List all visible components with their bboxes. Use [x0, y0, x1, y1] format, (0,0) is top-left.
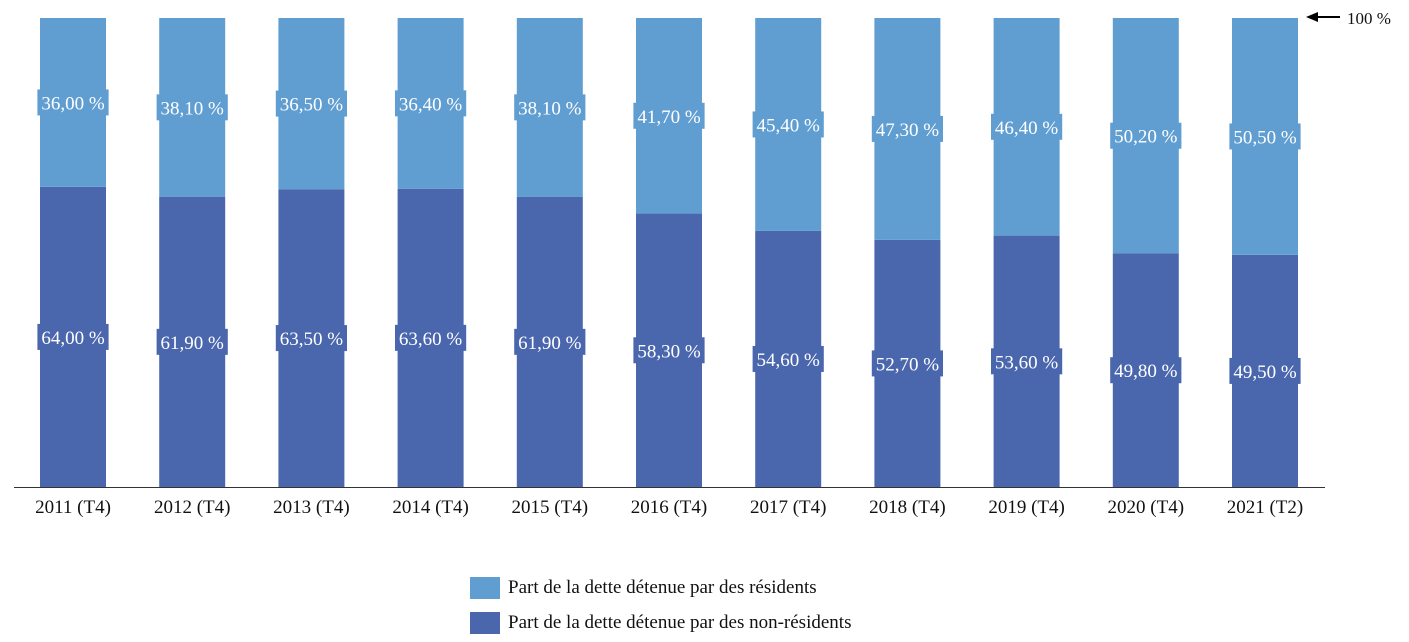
data-label-bg [1229, 357, 1301, 384]
data-label: 45,40 % [757, 115, 821, 136]
data-label: 46,40 % [995, 118, 1059, 139]
legend: Part de la dette détenue par des résiden… [470, 570, 851, 640]
x-tick-label: 2013 (T4) [273, 497, 350, 518]
x-tick-label: 2011 (T4) [35, 497, 111, 518]
data-label-bg [37, 89, 109, 116]
data-label: 36,00 % [41, 93, 105, 114]
data-label-bg [395, 90, 467, 117]
data-label: 61,90 % [161, 333, 225, 354]
x-tick-label: 2018 (T4) [869, 497, 946, 518]
data-label-bg [1229, 123, 1301, 150]
data-label-bg [1110, 122, 1182, 149]
data-label: 49,80 % [1114, 361, 1178, 382]
x-tick-label: 2012 (T4) [154, 497, 231, 518]
data-label-bg [1110, 357, 1182, 384]
legend-label: Part de la dette détenue par des non-rés… [508, 611, 852, 633]
data-label-bg [633, 337, 705, 364]
data-label-bg [752, 111, 824, 138]
data-label: 63,50 % [280, 329, 344, 350]
data-label: 36,40 % [399, 94, 463, 115]
data-label: 54,60 % [757, 350, 821, 371]
data-label: 52,70 % [876, 354, 940, 375]
x-tick-label: 2021 (T2) [1227, 497, 1304, 518]
x-tick-label: 2017 (T4) [750, 497, 827, 518]
data-label: 53,60 % [995, 352, 1059, 373]
x-tick-label: 2020 (T4) [1108, 497, 1185, 518]
data-label-bg [37, 323, 109, 350]
data-label-bg [514, 94, 586, 121]
legend-label: Part de la dette détenue par des résiden… [508, 576, 817, 598]
data-label-bg [991, 348, 1063, 375]
legend-swatch [470, 576, 500, 599]
data-label-bg [871, 350, 943, 377]
data-label: 64,00 % [41, 328, 105, 349]
stacked-bar-chart: 64,00 % 36,00 % 2011 (T4) 61,90 % 38,10 % 201… [14, 9, 1391, 518]
data-label: 49,50 % [1233, 362, 1297, 383]
data-label: 36,50 % [280, 95, 344, 116]
data-label-bg [514, 328, 586, 355]
legend-item-non-residents: Part de la dette détenue par des non-rés… [470, 605, 851, 640]
legend-swatch [470, 611, 500, 634]
x-tick-label: 2016 (T4) [631, 497, 708, 518]
data-label: 63,60 % [399, 329, 463, 350]
data-label: 41,70 % [637, 107, 701, 128]
data-label-bg [991, 113, 1063, 140]
annotation-100-percent: 100 % [1347, 9, 1391, 28]
data-label-bg [275, 90, 347, 117]
data-label-bg [752, 345, 824, 372]
x-tick-label: 2015 (T4) [512, 497, 589, 518]
data-label-bg [395, 324, 467, 351]
data-label: 58,30 % [637, 341, 701, 362]
data-label-bg [871, 115, 943, 142]
data-label: 50,50 % [1233, 127, 1297, 148]
x-tick-label: 2019 (T4) [988, 497, 1065, 518]
legend-item-residents: Part de la dette détenue par des résiden… [470, 570, 851, 605]
data-label: 38,10 % [518, 98, 582, 119]
arrow-left-icon [1306, 12, 1318, 22]
data-label: 61,90 % [518, 333, 582, 354]
data-label-bg [275, 325, 347, 352]
data-label-bg [156, 94, 228, 121]
data-label-bg [156, 328, 228, 355]
x-tick-label: 2014 (T4) [392, 497, 469, 518]
data-label: 38,10 % [161, 98, 225, 119]
data-label-bg [633, 102, 705, 129]
data-label: 47,30 % [876, 120, 940, 141]
data-label: 50,20 % [1114, 127, 1178, 148]
